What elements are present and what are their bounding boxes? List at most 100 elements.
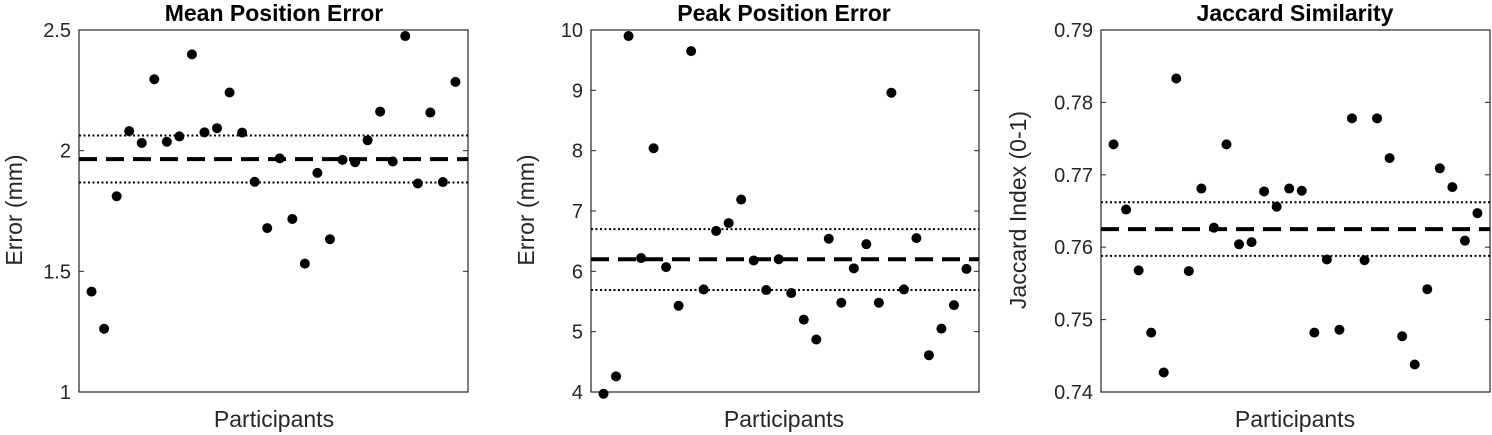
data-point: [673, 300, 684, 311]
data-point: [1271, 201, 1282, 212]
data-point: [1459, 235, 1470, 246]
plot-area: 0.74 0.75 0.76 0.77 0.78 0.79: [1054, 20, 1491, 404]
data-point: [387, 156, 398, 167]
chart-title: Peak Position Error: [677, 0, 891, 26]
y-tick-label: 0.74: [1054, 382, 1093, 404]
y-tick-label: 8: [572, 141, 583, 163]
data-point: [961, 263, 972, 274]
data-point: [911, 233, 922, 244]
data-point: [425, 107, 436, 118]
data-point: [186, 49, 197, 60]
data-point: [1296, 185, 1307, 196]
y-axis-label: Jaccard Index (0-1): [1005, 111, 1031, 309]
data-point: [299, 258, 310, 269]
y-tick-label: 1.5: [43, 261, 71, 283]
data-point: [1321, 254, 1332, 265]
data-point: [1346, 113, 1357, 124]
y-tick-label: 1: [60, 382, 71, 404]
data-point: [375, 106, 386, 117]
data-point: [111, 191, 122, 202]
data-point: [136, 137, 147, 148]
data-point: [686, 46, 697, 57]
data-point: [1372, 113, 1383, 124]
data-point: [1422, 284, 1433, 295]
data-point: [1234, 239, 1245, 250]
data-point: [1434, 163, 1445, 174]
data-point: [312, 167, 323, 178]
data-point: [337, 154, 348, 165]
y-tick-label: 0.75: [1054, 310, 1093, 332]
data-point: [1309, 327, 1320, 338]
data-point: [836, 297, 847, 308]
data-point: [761, 285, 772, 296]
axes-box: [78, 29, 469, 393]
data-point: [350, 157, 361, 168]
data-point: [1384, 153, 1395, 164]
plot-area: 1 1.5 2 2.5: [43, 20, 469, 404]
data-point: [161, 136, 172, 147]
data-point: [99, 323, 110, 334]
chart-title: Mean Position Error: [165, 0, 384, 26]
data-point: [723, 218, 734, 229]
data-point: [598, 388, 609, 399]
data-point: [412, 178, 423, 189]
data-point: [786, 288, 797, 299]
data-point: [1447, 182, 1458, 193]
data-point: [1196, 183, 1207, 194]
y-tick-label: 2.5: [43, 20, 71, 42]
data-point: [249, 176, 260, 187]
x-axis-label: Participants: [1235, 406, 1355, 432]
y-tick-label: 0.76: [1054, 237, 1093, 259]
data-point: [1121, 204, 1132, 215]
axes-box: [1100, 29, 1491, 393]
data-point: [86, 286, 97, 297]
data-point: [873, 297, 884, 308]
data-point: [1397, 331, 1408, 342]
data-point: [287, 213, 298, 224]
data-point: [450, 76, 461, 87]
data-point: [212, 123, 223, 134]
data-point: [936, 323, 947, 334]
data-point: [848, 263, 859, 274]
data-point: [1208, 222, 1219, 233]
data-point: [237, 127, 248, 138]
data-point: [1246, 237, 1257, 248]
data-point: [174, 131, 185, 142]
data-point: [324, 234, 335, 245]
data-point: [1133, 265, 1144, 276]
y-tick-label: 0.77: [1054, 165, 1093, 187]
data-point: [1284, 183, 1295, 194]
data-point: [400, 31, 411, 42]
y-tick-label: 9: [572, 80, 583, 102]
data-point: [1158, 367, 1169, 378]
data-point: [698, 284, 709, 295]
y-tick-label: 2: [60, 141, 71, 163]
data-point: [1183, 266, 1194, 277]
data-point: [1409, 359, 1420, 370]
y-tick-label: 7: [572, 201, 583, 223]
y-axis-label: Error (mm): [513, 154, 539, 265]
data-point: [711, 225, 722, 236]
data-point: [636, 253, 647, 264]
y-tick-label: 4: [572, 382, 583, 404]
data-point: [623, 31, 634, 42]
data-point: [262, 223, 273, 234]
data-point: [437, 177, 448, 188]
data-point: [1359, 255, 1370, 266]
data-point: [1146, 327, 1157, 338]
data-point: [1221, 139, 1232, 150]
data-point: [1334, 324, 1345, 335]
plot-area: 4 5 6 7 8 9 10: [561, 20, 980, 404]
panel-peak-position-error: Peak Position Error Error (mm) Participa…: [513, 0, 980, 432]
panel-jaccard-similarity: Jaccard Similarity Jaccard Index (0-1) P…: [1005, 0, 1491, 432]
data-point: [948, 300, 959, 311]
data-point: [611, 371, 622, 382]
data-point: [773, 254, 784, 265]
y-axis-label: Error (mm): [1, 154, 27, 265]
data-point: [811, 334, 822, 345]
data-point: [648, 143, 659, 154]
panel-mean-position-error: Mean Position Error Error (mm) Participa…: [1, 0, 469, 432]
axes-box: [590, 29, 980, 393]
y-tick-label: 0.79: [1054, 20, 1093, 42]
